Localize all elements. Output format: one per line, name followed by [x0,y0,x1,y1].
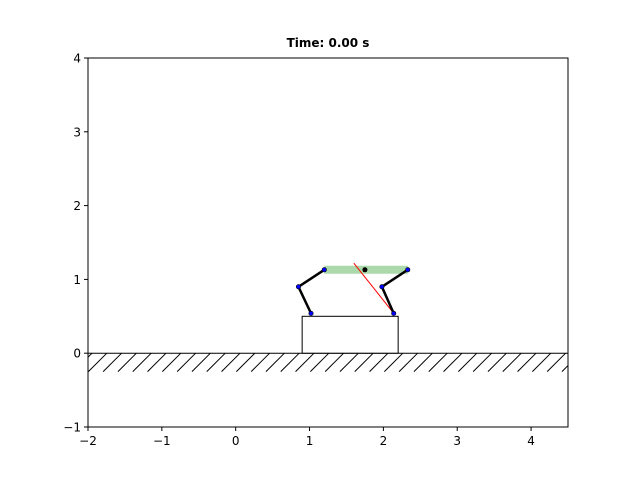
ground-hatch [487,352,507,373]
leg-joint [379,284,385,290]
ground-hatch [176,352,196,373]
y-tick-label: 2 [73,199,81,213]
leg-joint [321,267,327,273]
ground-hatch [383,352,404,373]
force-vector [353,262,395,314]
ground-hatch [398,352,418,373]
x-tick-label: 2 [380,434,388,448]
y-tick-label: 0 [73,347,81,361]
plot-area [88,262,568,373]
ground-hatch [147,352,167,373]
x-tick-label: −2 [79,434,97,448]
ground-hatch [428,352,448,373]
ground-hatch [161,352,182,373]
leg-joint [295,284,301,290]
ground-hatch [221,352,241,373]
ground-hatch [369,352,389,373]
step-box [301,315,399,354]
center-of-mass-point [362,267,368,273]
y-tick-label: 1 [73,273,81,287]
y-tick-label: 3 [73,125,81,139]
ground-hatch [457,352,478,373]
ground-hatch [295,352,315,373]
ground-hatch [443,352,463,373]
x-tick-label: 3 [453,434,461,448]
ground-hatch [502,352,522,373]
ground-hatch [206,352,226,373]
y-tick-label: −1 [63,421,81,435]
y-tick-label: 4 [73,52,81,66]
ground-hatch [324,352,344,373]
x-tick-label: 0 [232,434,240,448]
axes-frame [87,57,569,428]
ground-hatch [280,352,300,373]
ground-hatch [339,352,359,373]
ground-hatch [561,364,568,373]
chart-title: Time: 0.00 s [287,36,370,50]
ground-hatch [472,352,492,373]
leg-joint [308,310,314,316]
ground-hatch [88,352,93,358]
ground-hatch [413,352,433,373]
ground-hatch [117,352,137,373]
ground-hatch [354,352,374,373]
ground-hatch [265,352,285,373]
ground-hatch [531,352,552,373]
leg-joint [391,310,397,316]
ground-hatch [309,352,330,373]
ground-hatch [191,352,211,373]
ground-hatch [546,352,566,373]
ground-hatch [132,352,152,373]
ground-hatch [517,352,537,373]
ground-hatch [235,352,256,373]
x-tick-label: 4 [527,434,535,448]
x-tick-label: 1 [306,434,314,448]
leg-joint [405,267,411,273]
ground-hatch [102,352,122,373]
ground-hatch [250,352,270,373]
x-tick-label: −1 [153,434,171,448]
ground-hatch [88,352,108,373]
